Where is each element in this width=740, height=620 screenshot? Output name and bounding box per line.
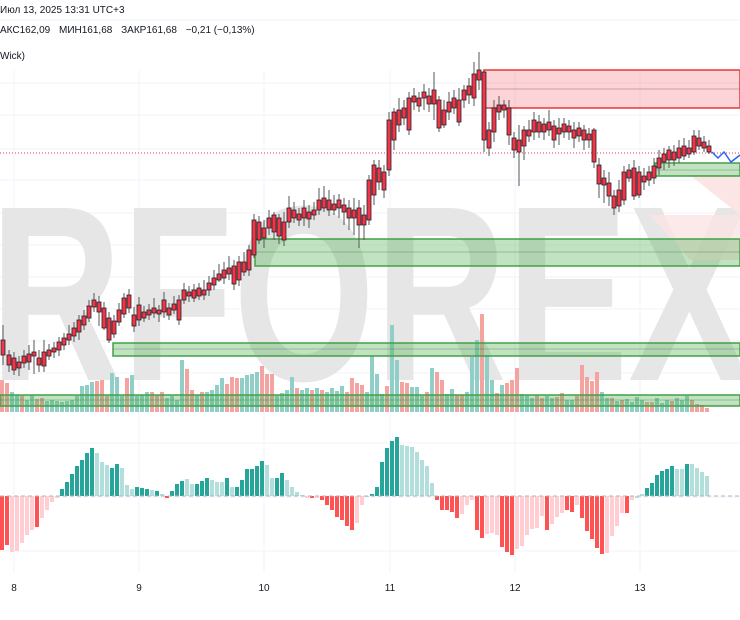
projection-path (711, 150, 740, 164)
volume-bars (0, 314, 709, 412)
x-tick-label: 13 (634, 583, 646, 594)
close-number: 161,68 (146, 25, 177, 36)
high-label: АКС (0, 25, 20, 36)
chart-datetime: Июл 13, 2025 13:31 UTC+3 (0, 5, 125, 16)
ohlc-legend: АКС162,09 МИН161,68 ЗАКР161,68 −0,21 (−0… (0, 25, 261, 36)
candlestick-series (0, 52, 712, 376)
close-label: ЗАКР (121, 25, 147, 36)
zones-layer (0, 69, 740, 407)
change-value: −0,21 (−0,13%) (185, 25, 255, 36)
x-tick-label: 12 (509, 583, 521, 594)
indicator-legend[interactable]: Wick) (0, 51, 25, 62)
histogram-bars (0, 437, 709, 555)
high-value: АКС162,09 (0, 25, 50, 36)
x-tick-label: 11 (384, 583, 396, 594)
low-value: МИН161,68 (59, 25, 112, 36)
close-value: ЗАКР161,68 (121, 25, 177, 36)
low-number: 161,68 (81, 25, 113, 36)
high-number: 162,09 (19, 25, 51, 36)
low-label: МИН (58, 25, 82, 36)
x-tick-label: 8 (11, 583, 17, 594)
x-tick-label: 9 (136, 583, 142, 594)
x-tick-label: 10 (258, 583, 270, 594)
